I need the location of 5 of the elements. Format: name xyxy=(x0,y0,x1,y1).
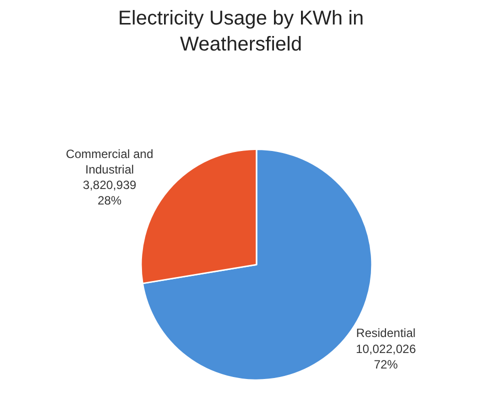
data-label: 10,022,026 72% xyxy=(356,342,416,372)
data-label: 3,820,939 28% xyxy=(82,178,137,208)
slice-label: Commercial and Industrial xyxy=(66,146,154,176)
slice-label: Residential xyxy=(356,326,416,340)
chart-title: Electricity Usage by KWh in Weathersfield xyxy=(118,7,364,56)
